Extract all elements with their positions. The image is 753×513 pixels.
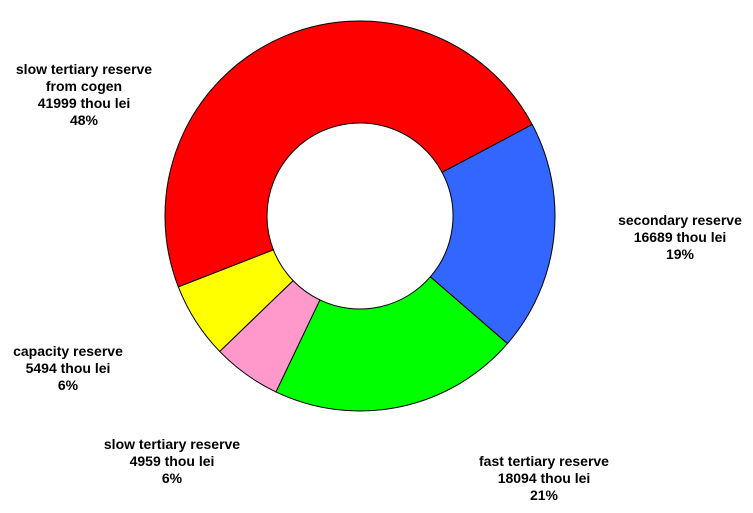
donut-slice	[164, 20, 533, 288]
category-name: slow tertiary reserve from cogen	[15, 61, 153, 94]
value-label: 4959 thou lei	[129, 453, 215, 469]
donut-slice	[275, 276, 509, 412]
slice-label: slow tertiary reserve from cogen 41999 th…	[4, 61, 164, 129]
value-label: 41999 thou lei	[37, 95, 131, 111]
percent-label: 6%	[161, 470, 183, 486]
category-name: secondary reserve	[618, 212, 742, 228]
category-name: slow tertiary reserve	[103, 436, 241, 452]
slice-label: fast tertiary reserve 18094 thou lei 21%	[444, 453, 644, 504]
category-name: capacity reserve	[13, 343, 123, 359]
category-name: fast tertiary reserve	[479, 453, 609, 469]
percent-label: 21%	[529, 487, 559, 503]
value-label: 5494 thou lei	[25, 360, 111, 376]
slice-label: slow tertiary reserve 4959 thou lei 6%	[72, 436, 272, 487]
donut-slice	[429, 123, 556, 345]
slice-label: secondary reserve 16689 thou lei 19%	[580, 212, 753, 263]
slice-label: capacity reserve 5494 thou lei 6%	[0, 343, 158, 394]
value-label: 18094 thou lei	[497, 470, 591, 486]
percent-label: 48%	[69, 112, 99, 128]
percent-label: 19%	[665, 246, 695, 262]
value-label: 16689 thou lei	[633, 229, 727, 245]
percent-label: 6%	[57, 377, 79, 393]
